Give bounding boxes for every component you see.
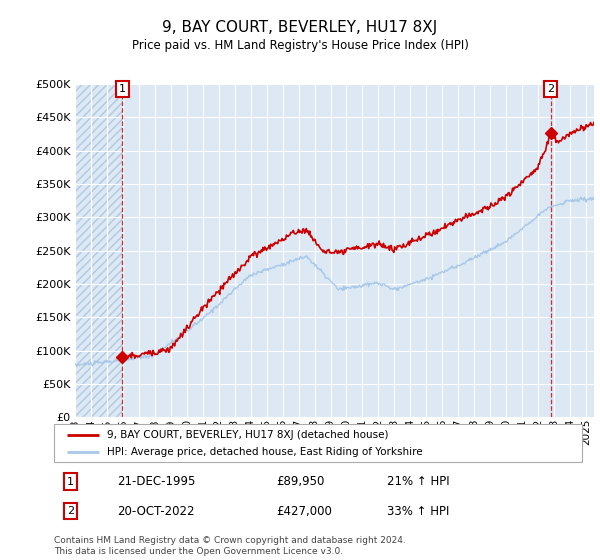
Text: 1: 1 bbox=[67, 477, 74, 487]
Text: £89,950: £89,950 bbox=[276, 475, 324, 488]
Text: 21% ↑ HPI: 21% ↑ HPI bbox=[386, 475, 449, 488]
Text: 20-OCT-2022: 20-OCT-2022 bbox=[118, 505, 195, 518]
Text: 2: 2 bbox=[67, 506, 74, 516]
Text: 33% ↑ HPI: 33% ↑ HPI bbox=[386, 505, 449, 518]
Text: 2: 2 bbox=[547, 84, 554, 94]
Text: Price paid vs. HM Land Registry's House Price Index (HPI): Price paid vs. HM Land Registry's House … bbox=[131, 39, 469, 52]
Text: 1: 1 bbox=[119, 84, 126, 94]
Text: 9, BAY COURT, BEVERLEY, HU17 8XJ (detached house): 9, BAY COURT, BEVERLEY, HU17 8XJ (detach… bbox=[107, 430, 388, 440]
Text: 9, BAY COURT, BEVERLEY, HU17 8XJ: 9, BAY COURT, BEVERLEY, HU17 8XJ bbox=[163, 20, 437, 35]
Bar bbox=[75, 84, 122, 417]
Text: HPI: Average price, detached house, East Riding of Yorkshire: HPI: Average price, detached house, East… bbox=[107, 447, 422, 458]
Text: 21-DEC-1995: 21-DEC-1995 bbox=[118, 475, 196, 488]
Text: Contains HM Land Registry data © Crown copyright and database right 2024.
This d: Contains HM Land Registry data © Crown c… bbox=[54, 536, 406, 556]
Text: £427,000: £427,000 bbox=[276, 505, 332, 518]
